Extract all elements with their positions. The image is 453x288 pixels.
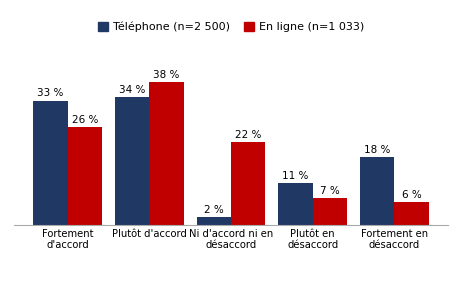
- Text: 26 %: 26 %: [72, 115, 98, 125]
- Bar: [395, 202, 429, 225]
- Text: 7 %: 7 %: [320, 186, 340, 196]
- Bar: [67, 127, 102, 225]
- Bar: [313, 198, 347, 225]
- Bar: [197, 217, 231, 225]
- Text: 22 %: 22 %: [235, 130, 261, 140]
- Legend: Téléphone (n=2 500), En ligne (n=1 033): Téléphone (n=2 500), En ligne (n=1 033): [96, 19, 366, 34]
- Bar: [360, 157, 395, 225]
- Text: 2 %: 2 %: [204, 205, 224, 215]
- Bar: [115, 97, 149, 225]
- Text: 18 %: 18 %: [364, 145, 390, 155]
- Bar: [149, 82, 183, 225]
- Text: 11 %: 11 %: [282, 171, 309, 181]
- Text: 6 %: 6 %: [402, 190, 421, 200]
- Text: 33 %: 33 %: [37, 88, 64, 98]
- Text: 38 %: 38 %: [153, 70, 180, 80]
- Text: 34 %: 34 %: [119, 85, 145, 95]
- Bar: [231, 142, 265, 225]
- Bar: [34, 101, 67, 225]
- Bar: [279, 183, 313, 225]
